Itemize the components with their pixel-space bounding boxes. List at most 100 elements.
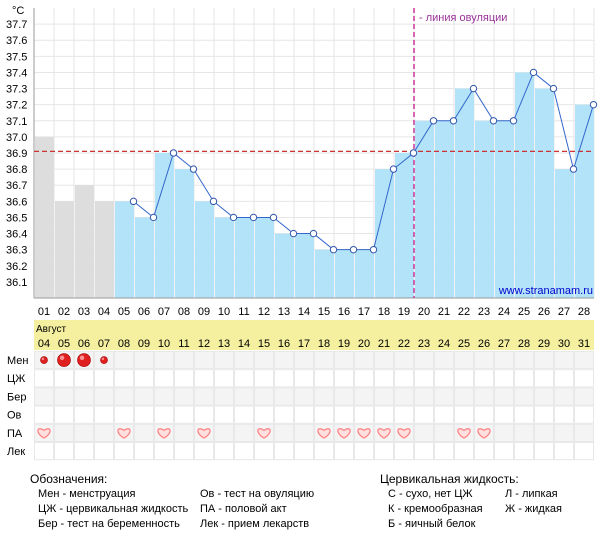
temperature-point	[129, 197, 138, 206]
temperature-bar	[195, 201, 214, 298]
row-cell	[254, 387, 274, 406]
date-label: 04	[38, 338, 50, 350]
x-tick-label: 20	[418, 306, 430, 318]
cervical-item-dry: С - сухо, нет ЦЖ	[388, 488, 473, 500]
row-cell	[174, 423, 194, 442]
temperature-bar	[375, 169, 394, 298]
temperature-point	[209, 197, 218, 206]
temperature-bar	[175, 169, 194, 298]
row-cell	[94, 387, 114, 406]
row-cell	[114, 387, 134, 406]
row-cell	[354, 369, 374, 388]
legend-item-intercourse: ПА - половой акт	[200, 503, 287, 515]
temperature-bar	[155, 153, 174, 298]
menstruation-dot-highlight	[79, 355, 85, 361]
temperature-point	[149, 213, 158, 222]
date-label: 16	[278, 338, 290, 350]
site-watermark: www.stranamam.ru	[498, 285, 593, 297]
x-tick-label: 13	[278, 306, 290, 318]
row-cell	[354, 423, 374, 442]
temperature-point	[589, 100, 598, 109]
row-cell	[374, 405, 394, 424]
temperature-bar	[315, 249, 334, 298]
row-medication-label: Лек	[7, 446, 25, 458]
temperature-bar	[515, 72, 534, 298]
temperature-bar	[535, 88, 554, 298]
y-tick-label: 37.5	[6, 51, 27, 63]
y-tick-label: 36.9	[6, 148, 27, 160]
row-cell	[474, 442, 494, 461]
row-cell	[554, 351, 574, 370]
x-tick-label: 03	[78, 306, 90, 318]
row-cell	[514, 369, 534, 388]
menstruation-dot	[77, 353, 91, 367]
date-label: 09	[138, 338, 150, 350]
row-cell	[154, 369, 174, 388]
row-cell	[494, 423, 514, 442]
temperature-point	[449, 117, 458, 125]
temperature-bar	[135, 217, 154, 298]
month-label: Август	[36, 324, 67, 335]
row-cell	[114, 405, 134, 424]
row-cell	[214, 369, 234, 388]
row-cell	[554, 423, 574, 442]
x-tick-label: 11	[238, 306, 249, 318]
row-cell	[494, 369, 514, 388]
y-tick-label: 36.3	[6, 245, 27, 257]
row-cell	[214, 405, 234, 424]
legend-item-pregnancy: Бер - тест на беременность	[38, 518, 180, 530]
row-cell	[394, 351, 414, 370]
x-tick-label: 07	[158, 306, 170, 318]
menstruation-dot-highlight	[41, 357, 45, 361]
row-cell	[574, 405, 594, 424]
date-label: 21	[378, 338, 390, 350]
row-cell	[414, 423, 434, 442]
temperature-point	[529, 68, 538, 77]
intercourse-heart-icon	[477, 428, 491, 439]
date-label: 19	[338, 338, 350, 350]
row-cell	[134, 405, 154, 424]
row-cell	[334, 351, 354, 370]
row-cell	[534, 351, 554, 370]
y-tick-label: 36.4	[6, 229, 27, 241]
y-tick-label: 37.7	[6, 19, 27, 31]
row-cell	[154, 442, 174, 461]
row-cell	[314, 351, 334, 370]
row-cell	[134, 423, 154, 442]
row-ovulation-test-label: Ов	[7, 410, 22, 422]
date-label: 17	[298, 338, 310, 350]
temperature-bar	[335, 249, 354, 298]
x-tick-label: 14	[298, 306, 310, 318]
row-cell	[414, 351, 434, 370]
row-cell	[474, 351, 494, 370]
x-tick-label: 17	[358, 306, 370, 318]
date-label: 18	[318, 338, 330, 350]
y-tick-label: 36.8	[6, 164, 27, 176]
temperature-point	[549, 84, 558, 93]
cervical-item-eggwhite: Б - яичный белок	[388, 518, 476, 530]
temperature-point	[409, 149, 418, 157]
row-cell	[34, 369, 54, 388]
row-cell	[194, 423, 214, 442]
y-tick-label: 37.0	[6, 132, 27, 144]
row-cell	[314, 405, 334, 424]
menstruation-dot-highlight	[59, 355, 65, 361]
row-cell	[154, 405, 174, 424]
legend-item-men: Мен - менструация	[38, 488, 136, 500]
row-cell	[574, 442, 594, 461]
date-label: 07	[98, 338, 110, 350]
row-cell	[514, 405, 534, 424]
temperature-point	[429, 117, 438, 125]
date-label: 26	[478, 338, 490, 350]
intercourse-heart-icon	[157, 428, 171, 439]
cervical-title: Цервикальная жидкость:	[380, 472, 519, 486]
legend-item-cf: ЦЖ - цервикальная жидкость	[38, 503, 189, 515]
row-cell	[514, 351, 534, 370]
date-label: 23	[418, 338, 430, 350]
temperature-bar	[255, 217, 274, 298]
intercourse-heart-icon	[357, 428, 371, 439]
y-tick-label: 37.4	[6, 67, 27, 79]
date-label: 08	[118, 338, 130, 350]
row-cell	[374, 442, 394, 461]
row-cell	[394, 405, 414, 424]
